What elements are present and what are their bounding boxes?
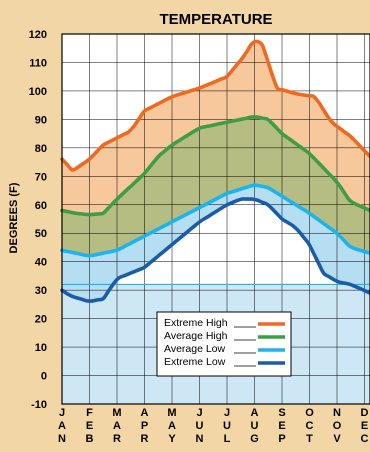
x-tick-label: P: [141, 420, 148, 432]
average-range-band: [62, 116, 370, 256]
x-tick-label: J: [196, 407, 202, 419]
plot-area: [60, 33, 370, 405]
series-line-average-high: [60, 115, 370, 217]
x-tick-label: N: [58, 433, 66, 445]
x-tick-label: U: [251, 420, 259, 432]
y-tick-label: -10: [31, 399, 47, 411]
x-tick-label: S: [278, 407, 285, 419]
x-tick-label: M: [167, 407, 176, 419]
x-tick-label: E: [86, 420, 93, 432]
y-tick-label: 110: [29, 57, 47, 69]
x-tick-label: U: [196, 420, 204, 432]
y-tick-label: 30: [35, 285, 47, 297]
x-tick-label: C: [361, 433, 369, 445]
plot-border: [61, 33, 370, 405]
legend-label: Average High: [164, 330, 228, 342]
x-tick-label: R: [113, 433, 121, 445]
y-tick-label: 0: [41, 371, 47, 383]
x-tick-label: Y: [168, 433, 176, 445]
x-tick-label: M: [112, 407, 121, 419]
y-tick-label: 50: [35, 228, 47, 240]
x-tick-label: J: [59, 407, 65, 419]
x-tick-label: F: [86, 407, 93, 419]
x-tick-label: N: [196, 433, 204, 445]
y-tick-label: 80: [35, 143, 47, 155]
y-tick-label: 100: [29, 86, 47, 98]
y-tick-label: 120: [29, 29, 47, 41]
average-low-band: [62, 185, 370, 302]
x-tick-label: O: [333, 420, 342, 432]
x-tick-label: A: [141, 407, 149, 419]
x-tick-label: J: [224, 407, 230, 419]
y-tick-label: 90: [35, 114, 47, 126]
x-tick-label: U: [223, 420, 231, 432]
x-tick-label: T: [306, 433, 313, 445]
chart-title: TEMPERATURE: [159, 11, 272, 28]
series-line-extreme-low: [60, 197, 370, 303]
x-tick-label: E: [361, 420, 368, 432]
x-tick-label: D: [361, 407, 369, 419]
y-tick-label: 20: [35, 314, 47, 326]
x-tick-label: A: [58, 420, 66, 432]
x-tick-label: P: [278, 433, 285, 445]
x-tick-label: L: [224, 433, 231, 445]
x-tick-label: A: [168, 420, 176, 432]
series-line-extreme-high: [60, 39, 370, 172]
x-tick-label: O: [305, 407, 314, 419]
legend-label: Extreme High: [164, 317, 228, 329]
x-tick-label: B: [86, 433, 94, 445]
extreme-high-band: [62, 41, 370, 215]
y-tick-label: 10: [35, 342, 47, 354]
y-tick-label: 70: [35, 171, 47, 183]
x-tick-label: V: [333, 433, 341, 445]
x-tick-label: A: [251, 407, 259, 419]
x-tick-label: R: [141, 433, 149, 445]
series-line-average-low: [60, 183, 370, 258]
y-tick-label: 60: [35, 200, 47, 212]
y-axis-label: DEGREES (F): [8, 182, 20, 253]
x-tick-label: C: [306, 420, 314, 432]
x-tick-label: E: [278, 420, 285, 432]
legend-label: Extreme Low: [164, 356, 226, 368]
x-tick-label: N: [333, 407, 341, 419]
x-tick-label: A: [113, 420, 121, 432]
x-tick-label: G: [250, 433, 259, 445]
legend-label: Average Low: [164, 343, 226, 355]
y-tick-label: 40: [35, 257, 47, 269]
